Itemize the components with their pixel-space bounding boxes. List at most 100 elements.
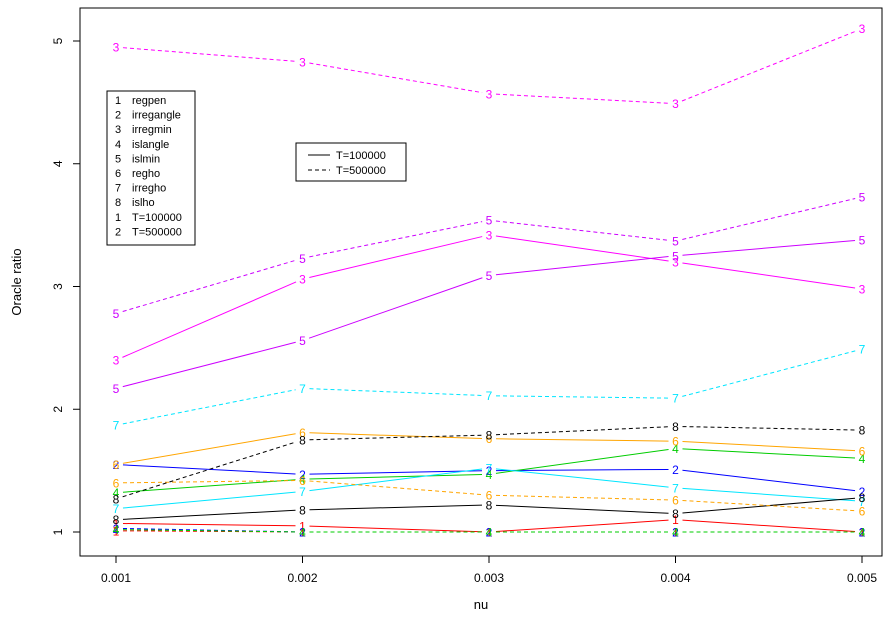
data-point: 6	[672, 435, 679, 449]
series-segment	[122, 491, 296, 509]
series-segment	[495, 438, 669, 442]
series-segment	[122, 441, 296, 498]
data-point: 2	[859, 485, 866, 499]
series-segment	[309, 221, 483, 258]
data-point: 7	[113, 419, 120, 433]
data-point: 8	[486, 498, 493, 512]
data-point: 5	[859, 190, 866, 204]
data-point: 7	[672, 481, 679, 495]
data-point: 3	[859, 22, 866, 36]
series-segment	[309, 480, 483, 496]
series-segment	[682, 350, 856, 397]
data-point: 8	[859, 424, 866, 438]
data-point: 5	[113, 307, 120, 321]
data-point: 4	[299, 473, 306, 487]
series-segment	[122, 509, 296, 520]
series-segment	[682, 469, 856, 492]
series-segment	[122, 389, 296, 425]
series-segment	[122, 433, 296, 464]
data-point: 2	[113, 458, 120, 472]
series-segment	[495, 256, 669, 276]
series-segment	[122, 529, 296, 533]
y-tick-label: 3	[51, 283, 65, 290]
series-segment	[495, 494, 669, 501]
series-segment	[122, 47, 296, 62]
legend-label: islmin	[132, 153, 160, 165]
series-segment	[122, 480, 296, 484]
data-point: 5	[672, 235, 679, 249]
y-tick-label: 4	[51, 160, 65, 167]
data-point: 4	[859, 526, 866, 540]
data-point: 4	[672, 442, 679, 456]
series-segment	[309, 504, 483, 511]
data-point: 8	[672, 507, 679, 521]
data-point: 2	[486, 526, 493, 540]
data-point: 5	[299, 334, 306, 348]
data-point: 7	[486, 389, 493, 403]
series-segment	[308, 277, 483, 339]
data-point: 4	[299, 526, 306, 540]
series-segment	[495, 220, 669, 241]
data-point: 5	[299, 252, 306, 266]
data-point: 2	[672, 463, 679, 477]
data-point: 3	[859, 282, 866, 296]
x-tick-label: 0.004	[660, 571, 690, 585]
data-point: 6	[299, 426, 306, 440]
data-point: 3	[486, 228, 493, 242]
series-irregho-t100000: 7 7 7 7 7	[113, 462, 866, 517]
y-axis: 1 2 3 4 5	[51, 37, 81, 535]
data-point: 4	[486, 468, 493, 482]
data-point: 6	[113, 476, 120, 490]
series-segment	[495, 468, 669, 488]
data-point: 4	[672, 526, 679, 540]
data-point: 4	[113, 486, 120, 500]
series-segment	[122, 259, 296, 312]
data-point: 2	[299, 526, 306, 540]
data-point: 7	[672, 392, 679, 406]
data-point: 7	[486, 462, 493, 476]
data-point: 7	[113, 502, 120, 516]
series-islmin-t100000: 5 5 5 5 5	[113, 233, 866, 396]
data-point: 3	[672, 255, 679, 269]
data-point: 6	[672, 494, 679, 508]
y-tick-label: 2	[51, 406, 65, 413]
legend-symbol: 6	[115, 168, 121, 180]
series-regho-t100000: 6 6 6 6 6	[113, 426, 866, 472]
legend-symbol: 5	[115, 153, 121, 165]
series-segment	[682, 426, 856, 431]
legend-label: irregmin	[132, 124, 172, 136]
series-segment	[682, 198, 856, 240]
series-segment	[122, 281, 297, 358]
series-segment	[309, 434, 483, 441]
data-point: 5	[113, 382, 120, 396]
data-point: 8	[299, 433, 306, 447]
data-point: 1	[486, 526, 493, 540]
series-islangle-t500000: 4 4 4 4 4	[113, 523, 866, 539]
series-segment	[122, 341, 296, 388]
series-segment	[495, 93, 669, 104]
data-point: 1	[113, 524, 120, 538]
series-segment	[495, 235, 669, 262]
legend-label: T=100000	[132, 212, 182, 224]
series-segment	[122, 522, 296, 527]
data-point: 6	[859, 505, 866, 519]
x-tick-label: 0.001	[101, 571, 131, 585]
data-point: 6	[859, 444, 866, 458]
series-segment	[495, 519, 669, 533]
series-segment	[495, 395, 669, 399]
legend-symbol: 3	[115, 124, 121, 136]
data-point: 3	[113, 41, 120, 55]
data-point: 4	[113, 523, 120, 537]
data-point: 3	[299, 55, 306, 69]
data-point: 2	[672, 526, 679, 540]
legend-label: T=500000	[336, 165, 386, 177]
legend-label: T=500000	[132, 226, 182, 238]
data-point: 1	[299, 526, 306, 540]
series-segment	[309, 473, 483, 480]
legend-symbol: 2	[115, 226, 121, 238]
legend-symbol: 2	[115, 110, 121, 122]
series-islangle-t100000: 4 4 4 4 4	[113, 442, 866, 500]
data-point: 1	[113, 517, 120, 531]
x-tick-label: 0.003	[474, 571, 504, 585]
